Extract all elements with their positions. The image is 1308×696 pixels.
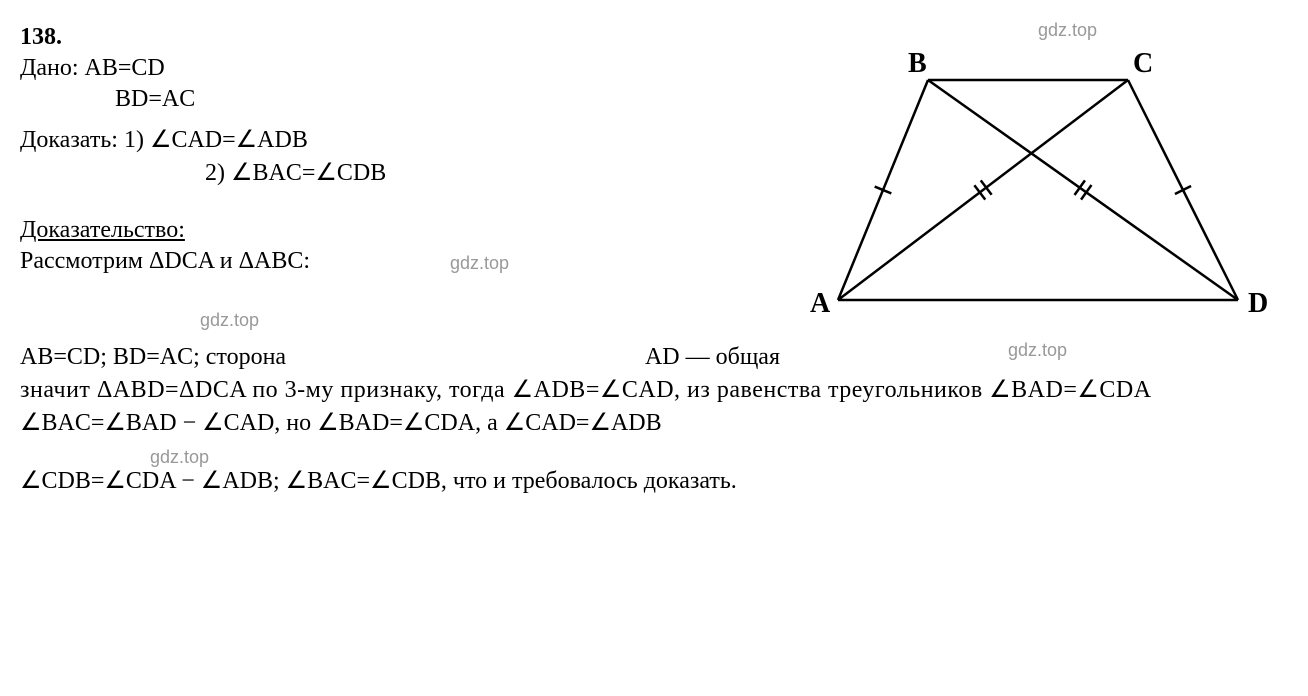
svg-text:B: B	[908, 48, 927, 79]
geometry-diagram: gdz.top ABCD gdz.top	[808, 20, 1288, 340]
given-eq1: AB=CD	[85, 55, 165, 81]
problem-number: 138.	[20, 24, 62, 50]
given-label: Дано:	[20, 55, 79, 81]
svg-text:A: A	[810, 288, 831, 319]
svg-text:D: D	[1248, 288, 1268, 319]
prove-label: Доказать:	[20, 127, 118, 153]
proof-line5: ∠CDB=∠CDA − ∠ADB; ∠BAC=∠CDB, что и требо…	[20, 466, 1288, 495]
svg-text:C: C	[1133, 48, 1153, 79]
proof-line2a: AB=CD; BD=AC; сторона	[20, 344, 286, 371]
watermark-5: gdz.top	[150, 447, 1308, 468]
given-eq2: BD=AC	[115, 86, 195, 112]
watermark-3: gdz.top	[450, 253, 509, 274]
proof-line4: ∠BAC=∠BAD − ∠CAD, но ∠BAD=∠CDA, а ∠CAD=∠…	[20, 408, 1288, 437]
prove-item2: ∠BAC=∠CDB	[231, 160, 386, 186]
prove-item1: ∠CAD=∠ADB	[150, 127, 308, 153]
prove-item1-prefix: 1)	[124, 127, 150, 153]
trapezoid-svg: A B C D	[808, 20, 1268, 340]
proof-line1a: Рассмотрим ΔDCA и ΔABC:	[20, 248, 310, 274]
watermark-1: gdz.top	[1038, 20, 1097, 41]
watermark-2: gdz.top	[200, 310, 259, 331]
proof-line3: значит ΔABD=ΔDCA по 3-му признаку, тогда…	[20, 375, 1288, 404]
proof-title: Доказательство:	[20, 217, 808, 244]
proof-line2b: AD — общая	[645, 344, 780, 371]
watermark-4: gdz.top	[1008, 340, 1067, 361]
prove-item2-prefix: 2)	[205, 160, 231, 186]
